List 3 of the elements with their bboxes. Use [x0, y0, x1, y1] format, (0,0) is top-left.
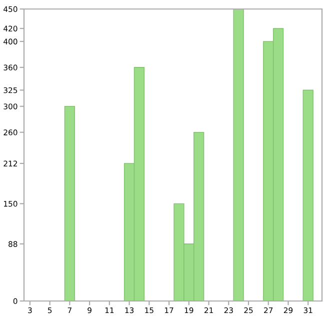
bar — [233, 9, 244, 301]
bar — [64, 106, 76, 301]
bar — [302, 90, 314, 301]
